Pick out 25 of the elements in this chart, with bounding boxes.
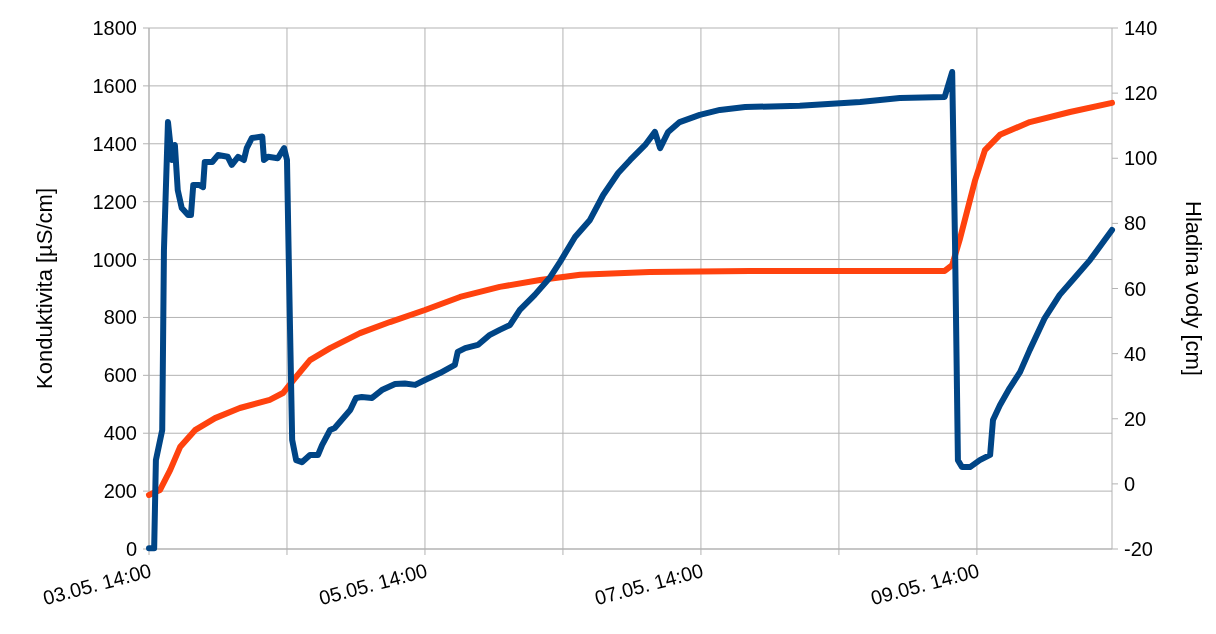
x-tick-label: 05.05. 14:00 bbox=[316, 559, 430, 610]
y-tick-label: 200 bbox=[103, 480, 137, 503]
y-axis-title: Konduktivita [µS/cm] bbox=[32, 188, 57, 389]
y-tick-label: 600 bbox=[103, 364, 137, 387]
y2-tick-label: 140 bbox=[1124, 17, 1158, 39]
y-tick-label: 1600 bbox=[92, 74, 137, 97]
y-tick-label: 1200 bbox=[92, 190, 137, 213]
x-tick-label: 09.05. 14:00 bbox=[868, 559, 982, 610]
y2-tick-label: 120 bbox=[1124, 82, 1158, 105]
y2-tick-label: 60 bbox=[1124, 277, 1147, 300]
y2-tick-label: 100 bbox=[1124, 147, 1158, 170]
y2-tick-label: 40 bbox=[1124, 342, 1147, 365]
y-tick-label: 800 bbox=[103, 306, 137, 329]
y2-axis-title: Hladina vody [cm] bbox=[1181, 201, 1206, 376]
y-tick-label: 0 bbox=[125, 538, 137, 560]
x-tick-label: 03.05. 14:00 bbox=[40, 559, 154, 610]
y2-tick-label: 20 bbox=[1124, 407, 1147, 430]
y-tick-label: 1000 bbox=[92, 248, 137, 271]
y2-tick-label: -20 bbox=[1124, 538, 1153, 560]
y-tick-label: 1800 bbox=[92, 17, 137, 39]
x-tick-label: 07.05. 14:00 bbox=[592, 559, 706, 610]
y2-tick-label: 0 bbox=[1124, 472, 1136, 495]
y2-tick-label: 80 bbox=[1124, 212, 1147, 235]
y-tick-label: 400 bbox=[103, 422, 137, 445]
y-tick-label: 1400 bbox=[92, 132, 137, 155]
